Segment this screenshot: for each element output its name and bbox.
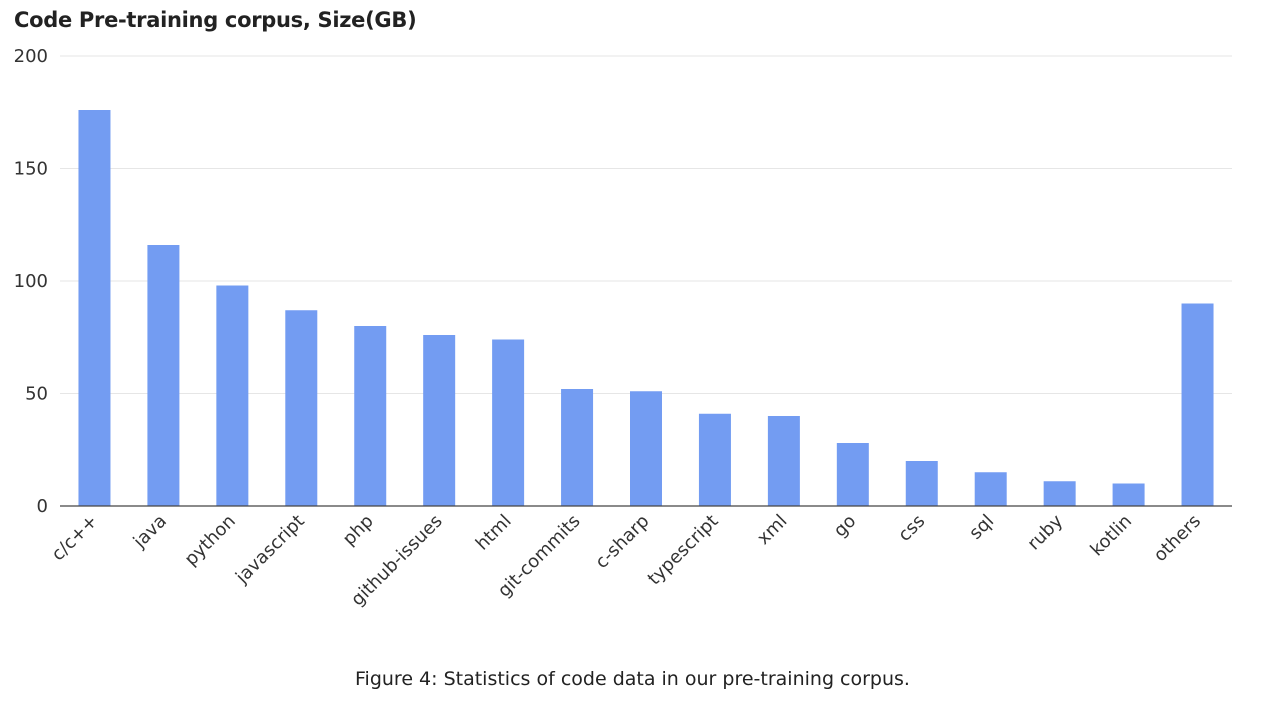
x-tick-label: kotlin <box>1086 511 1136 561</box>
x-tick-label: html <box>472 511 516 555</box>
chart-title: Code Pre-training corpus, Size(GB) <box>14 8 417 32</box>
y-tick-label: 200 <box>14 46 48 67</box>
bar <box>1112 483 1145 506</box>
x-tick-label: others <box>1150 511 1205 566</box>
x-tick-label: javascript <box>231 511 309 589</box>
bar <box>698 413 731 506</box>
bar <box>561 389 594 506</box>
bar <box>78 110 111 506</box>
x-tick-label: ruby <box>1023 510 1067 554</box>
x-tick-label: java <box>129 511 171 553</box>
x-tick-label: c-sharp <box>591 511 653 573</box>
bar <box>147 245 180 506</box>
x-tick-label: php <box>339 511 378 550</box>
bar <box>1043 481 1076 506</box>
y-tick-label: 0 <box>37 496 48 517</box>
bar <box>1181 303 1214 506</box>
bar <box>836 443 869 506</box>
bar <box>423 335 456 506</box>
bar <box>974 472 1007 506</box>
y-tick-label: 150 <box>14 159 48 180</box>
x-tick-label: css <box>894 511 929 546</box>
figure-caption: Figure 4: Statistics of code data in our… <box>355 668 910 690</box>
bar <box>285 310 318 506</box>
x-tick-label: c/c++ <box>48 511 102 565</box>
bar <box>905 461 938 506</box>
x-tick-label: python <box>181 511 240 570</box>
bar <box>354 326 387 506</box>
x-tick-label: sql <box>965 511 998 544</box>
y-tick-label: 50 <box>25 384 48 405</box>
bar <box>492 339 525 506</box>
x-tick-label: go <box>830 511 861 542</box>
bar <box>216 285 249 506</box>
bar <box>767 416 800 506</box>
x-tick-label: xml <box>753 511 791 549</box>
x-tick-label: typescript <box>644 511 723 590</box>
y-tick-label: 100 <box>14 271 48 292</box>
bar <box>630 391 662 506</box>
